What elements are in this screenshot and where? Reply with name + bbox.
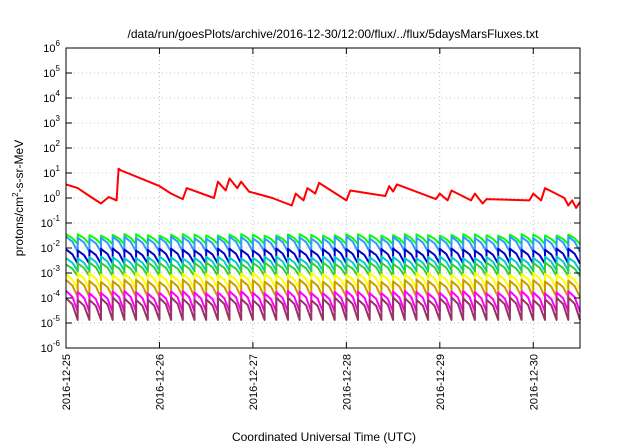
x-tick-labels: 2016-12-25 2016-12-26 2016-12-27 2016-12-28… [61,354,540,410]
y-axis-label-exp: 2 [11,192,20,197]
x-tick-label: 2016-12-29 [435,354,447,410]
y-tick-label: 10-6 [41,339,61,355]
series-line-1 [65,167,581,209]
x-tick-label: 2016-12-28 [341,354,353,410]
y-axis-label: protons/cm2-s-sr-MeV [11,140,26,256]
x-axis-label: Coordinated Universal Time (UTC) [232,430,416,444]
x-tick-label: 2016-12-27 [248,354,260,410]
y-tick-label: 101 [43,164,60,180]
series-group [65,167,581,321]
y-tick-label: 10-3 [41,264,61,280]
x-tick-label: 2016-12-25 [61,354,73,410]
y-tick-label: 10-2 [41,239,61,255]
y-tick-label: 10-1 [41,214,61,230]
series-line-8 [65,278,581,299]
y-axis-label-rest: -s-sr-MeV [12,140,26,193]
chart-title: /data/run/goesPlots/archive/2016-12-30/1… [128,27,540,41]
y-tick-label: 10-5 [41,314,61,330]
y-tick-label: 104 [43,89,60,105]
y-tick-label: 105 [43,64,60,80]
series-line-10 [65,296,581,321]
y-axis-label-base: protons/cm [12,197,26,256]
series-line-6 [65,261,581,278]
y-tick-label: 106 [43,39,60,55]
x-tick-label: 2016-12-30 [528,354,540,410]
x-tick-label: 2016-12-26 [154,354,166,410]
y-tick-label: 103 [43,114,60,130]
y-tick-label: 100 [43,189,60,205]
series-line-3 [65,235,581,253]
y-tick-label: 102 [43,139,60,155]
y-tick-labels: 10-6 10-5 10-4 10-3 10-2 10-1 100 101 102 103 104 1… [41,39,61,355]
ticks [65,47,580,349]
y-tick-label: 10-4 [41,289,61,305]
